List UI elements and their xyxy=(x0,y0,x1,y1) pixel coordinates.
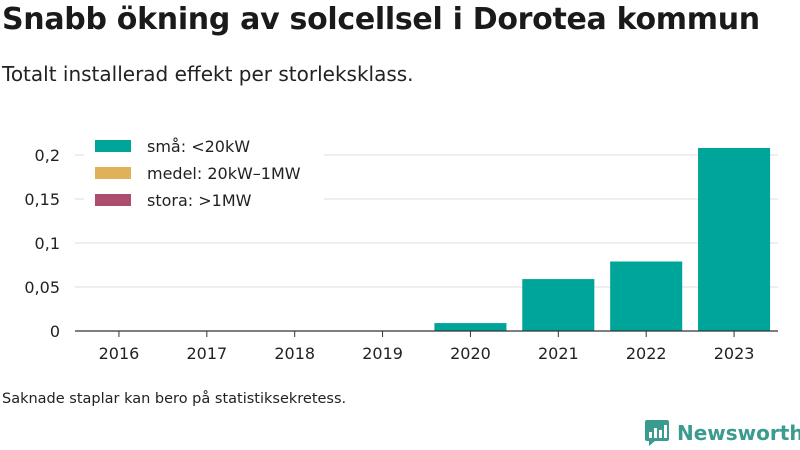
legend-swatch xyxy=(95,140,131,152)
legend-swatch xyxy=(95,167,131,179)
bar xyxy=(434,323,507,331)
x-tick-label: 2022 xyxy=(626,344,667,363)
x-tick-label: 2021 xyxy=(538,344,579,363)
chart-title: Snabb ökning av solcellsel i Dorotea kom… xyxy=(2,2,760,37)
legend-label: små: <20kW xyxy=(147,137,250,156)
brand-name: Newsworthy xyxy=(677,421,800,445)
legend-label: stora: >1MW xyxy=(147,191,252,210)
bar xyxy=(610,261,683,331)
x-tick-label: 2017 xyxy=(186,344,227,363)
bar-chart: 0 0,05 0,1 0,15 0,2 2016 2017 2018 2019 2020 2021 2… xyxy=(24,137,778,363)
legend-swatch xyxy=(95,194,131,206)
chart-subtitle: Totalt installerad effekt per storlekskl… xyxy=(2,62,414,86)
legend-label: medel: 20kW–1MW xyxy=(147,164,301,183)
y-tick-label: 0,1 xyxy=(35,234,60,253)
x-tick-label: 2018 xyxy=(274,344,315,363)
bar xyxy=(522,279,595,331)
brand-logo[interactable]: Newsworthy xyxy=(644,419,800,447)
y-tick-label: 0,2 xyxy=(35,146,60,165)
x-tick-label: 2020 xyxy=(450,344,491,363)
y-tick-label: 0 xyxy=(50,322,60,341)
x-tick-label: 2016 xyxy=(99,344,140,363)
x-tick-label: 2023 xyxy=(714,344,755,363)
newsworthy-logo-icon xyxy=(645,420,669,446)
footnote: Saknade staplar kan bero på statistiksek… xyxy=(2,391,347,407)
bar xyxy=(698,147,771,331)
x-tick-label: 2019 xyxy=(362,344,403,363)
y-tick-label: 0,15 xyxy=(24,190,60,209)
y-tick-label: 0,05 xyxy=(24,278,60,297)
